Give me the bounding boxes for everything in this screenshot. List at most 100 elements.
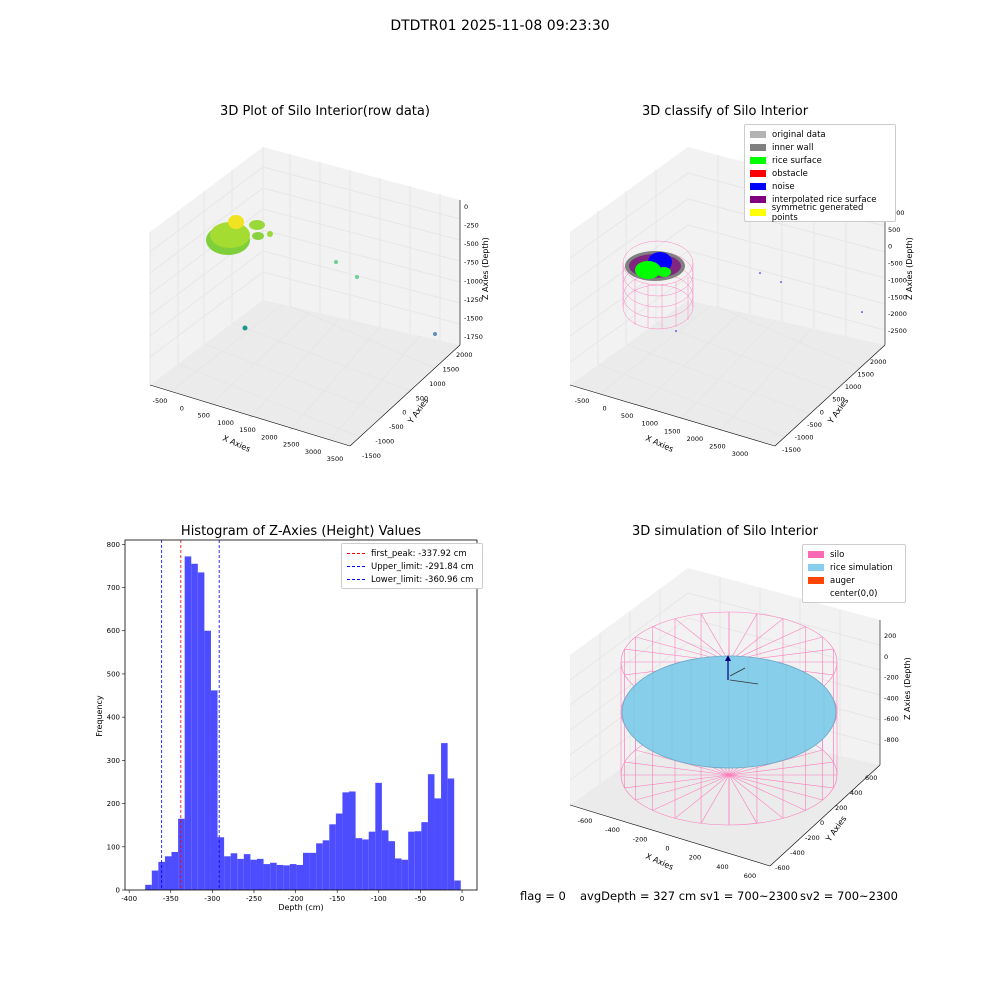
classify-xtick: -500 bbox=[575, 397, 590, 405]
histogram-xtick-label: -350 bbox=[163, 895, 179, 903]
classify-ztick: 0 bbox=[888, 243, 892, 251]
histogram-bar bbox=[263, 864, 271, 890]
hist-legend-entry: Lower_limit: -360.96 cm bbox=[347, 573, 477, 586]
raw-zlabel: Z Axies (Depth) bbox=[481, 237, 490, 300]
classify-plot-title: 3D classify of Silo Interior bbox=[641, 104, 809, 119]
histogram-ytick-label: 200 bbox=[107, 800, 120, 808]
histogram-bar bbox=[381, 830, 389, 890]
classify-ztick: 500 bbox=[888, 226, 900, 234]
histogram-bar bbox=[151, 870, 159, 890]
silo-floor-spoke bbox=[728, 761, 834, 776]
silo-roof-spoke bbox=[674, 618, 730, 663]
legend-label: silo bbox=[830, 549, 845, 560]
classify-xtick: 3000 bbox=[732, 450, 749, 458]
histogram-xtick-label: -400 bbox=[121, 895, 137, 903]
silo-floor-spoke bbox=[728, 774, 823, 801]
simulation-xtick: 200 bbox=[689, 854, 701, 862]
simulation-ztick: 200 bbox=[884, 632, 896, 640]
histogram-bar bbox=[224, 856, 231, 890]
histogram-ylabel: Frequency bbox=[95, 695, 104, 737]
simulation-xtick: 400 bbox=[716, 863, 728, 871]
silo-floor-spoke bbox=[624, 761, 730, 776]
raw-xtick: 1000 bbox=[217, 419, 234, 427]
silo-roof-spoke bbox=[700, 613, 730, 663]
histogram-ytick-label: 0 bbox=[116, 887, 120, 895]
raw-xtick: 1500 bbox=[239, 426, 256, 434]
sim-legend-entry: auger bbox=[808, 574, 900, 587]
histogram-bar bbox=[171, 851, 179, 890]
legend-label: interpolated rice surface bbox=[772, 194, 877, 205]
silo-roof-spoke bbox=[728, 613, 758, 663]
classify-xtick: 1000 bbox=[641, 420, 658, 428]
simulation-ytick: 0 bbox=[820, 819, 824, 827]
histogram-bar bbox=[414, 831, 422, 890]
histogram-xtick-label: -250 bbox=[246, 895, 262, 903]
raw-plot-title: 3D Plot of Silo Interior(row data) bbox=[220, 104, 430, 119]
cls-legend-entry: original data bbox=[750, 128, 890, 141]
classify-ztick: -2000 bbox=[888, 310, 907, 318]
histogram-bar bbox=[395, 858, 402, 890]
classify-ytick: -500 bbox=[807, 421, 822, 429]
histogram-bar bbox=[243, 854, 251, 890]
classify-legend: original data inner wall rice surface obsta… bbox=[744, 124, 896, 223]
raw-ytick: 0 bbox=[402, 409, 406, 417]
legend-swatch bbox=[750, 170, 766, 177]
simulation-ztick: -800 bbox=[884, 736, 899, 744]
histogram-xtick-label: -50 bbox=[415, 895, 426, 903]
histogram-bar bbox=[362, 839, 369, 890]
simulation-ytick: 200 bbox=[835, 804, 847, 812]
histogram-ytick-label: 300 bbox=[107, 757, 120, 765]
histogram-xtick-label: -300 bbox=[204, 895, 220, 903]
histogram-bar bbox=[335, 813, 343, 890]
raw-ytick: 500 bbox=[416, 394, 428, 402]
silo-floor-spoke bbox=[728, 774, 758, 824]
silo-floor-spoke bbox=[700, 774, 730, 824]
simulation-xtick: -200 bbox=[633, 835, 648, 843]
histogram-ytick-label: 500 bbox=[107, 670, 120, 678]
histogram-bar bbox=[289, 864, 297, 890]
sv1-text: sv1 = 700~2300 bbox=[700, 889, 798, 903]
histogram-bar bbox=[375, 782, 382, 890]
classify-ztick: -1000 bbox=[888, 276, 907, 284]
raw-ztick: -250 bbox=[464, 222, 479, 230]
histogram-bar bbox=[441, 743, 448, 890]
histogram-bar bbox=[276, 864, 284, 890]
raw-xtick: 500 bbox=[198, 412, 210, 420]
simulation-ztick: -400 bbox=[884, 694, 899, 702]
raw-ztick: -1500 bbox=[464, 314, 483, 322]
raw-xtick: 0 bbox=[180, 404, 184, 412]
raw-ytick: -1000 bbox=[375, 438, 394, 446]
classify-ytick: 0 bbox=[820, 408, 824, 416]
histogram-bar bbox=[270, 862, 277, 890]
histogram-bar bbox=[230, 853, 238, 890]
simulation-xlabel: X Axies bbox=[644, 852, 675, 872]
legend-swatch bbox=[347, 579, 365, 580]
silo-floor-spoke bbox=[674, 774, 730, 819]
histogram-bar bbox=[309, 852, 317, 890]
histogram-ytick-label: 600 bbox=[107, 627, 120, 635]
legend-swatch bbox=[808, 551, 824, 558]
legend-swatch bbox=[750, 183, 766, 190]
cls-legend-entry: obstacle bbox=[750, 167, 890, 180]
silo-floor-spoke bbox=[624, 774, 730, 789]
silo-floor-spoke bbox=[728, 774, 834, 789]
raw-ytick: -500 bbox=[389, 423, 404, 431]
histogram-bar bbox=[368, 831, 376, 890]
simulation-ztick: -200 bbox=[884, 674, 899, 682]
cls-legend-entry: inner wall bbox=[750, 141, 890, 154]
simulation-xtick: 600 bbox=[744, 872, 756, 880]
legend-label: Upper_limit: -291.84 cm bbox=[371, 561, 474, 572]
classify-ztick: -2500 bbox=[888, 327, 907, 335]
classify-zlabel: Z Axies (Depth) bbox=[905, 237, 914, 300]
simulation-ytick: -400 bbox=[790, 849, 805, 857]
legend-label: center(0,0) bbox=[830, 588, 878, 599]
cls-legend-entry: noise bbox=[750, 180, 890, 193]
classify-xtick: 0 bbox=[603, 405, 607, 413]
legend-swatch bbox=[808, 564, 824, 571]
histogram-bar bbox=[454, 880, 461, 890]
histogram-bar bbox=[447, 778, 455, 890]
raw-ztick: -750 bbox=[464, 259, 479, 267]
simulation-ytick: 400 bbox=[850, 789, 862, 797]
